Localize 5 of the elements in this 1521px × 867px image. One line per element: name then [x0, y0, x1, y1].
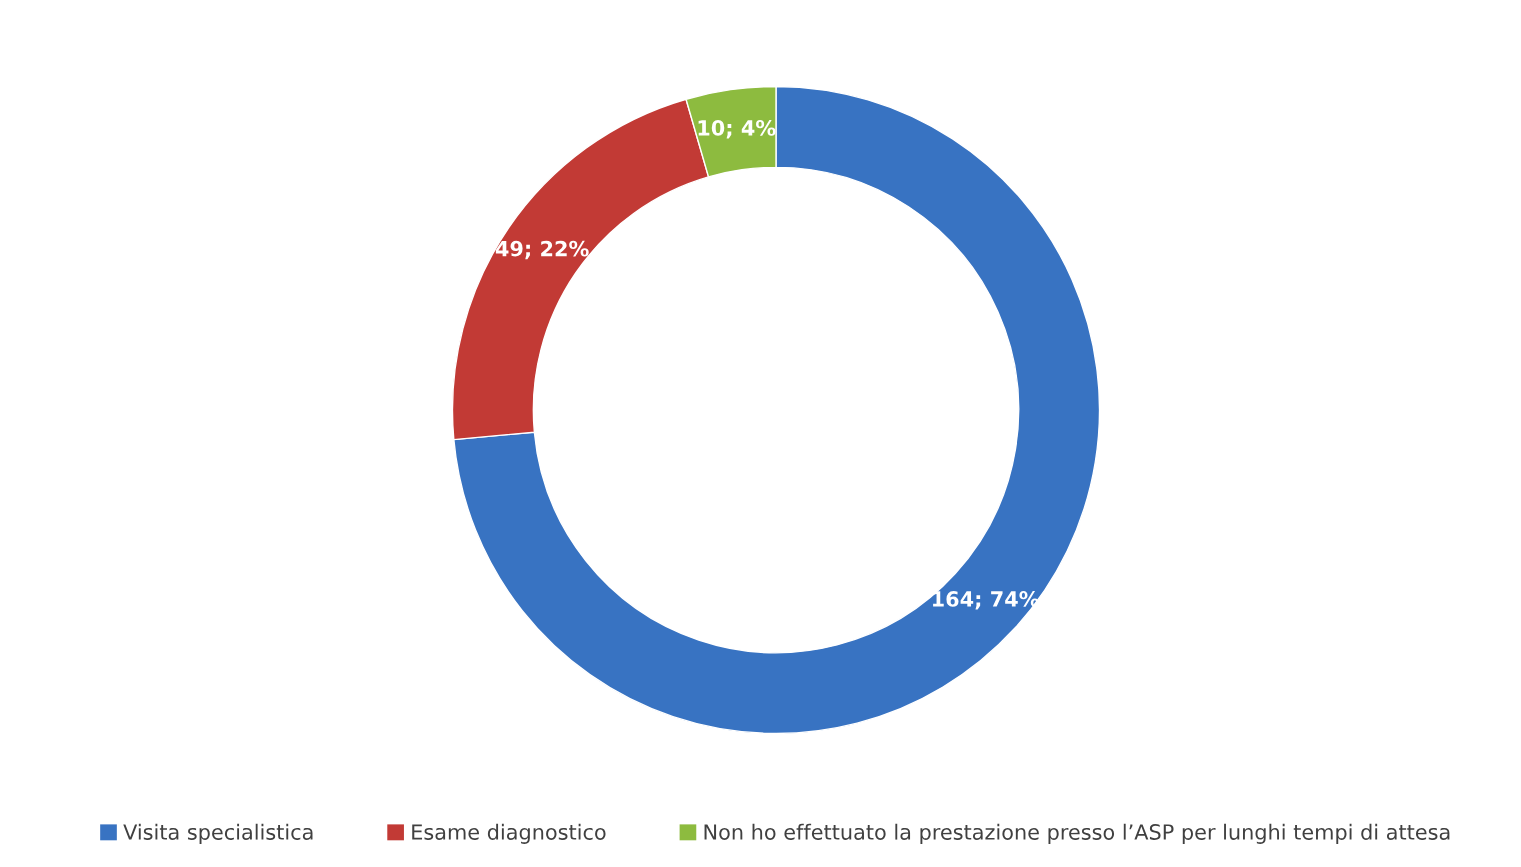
donut-slice — [453, 85, 1101, 735]
legend-label: Esame diagnostico — [412, 823, 606, 844]
legend-label: Non ho effettuato la prestazione presso l’ASP per lunghi tempi di attesa — [704, 823, 1450, 844]
data-label: 49; 22% — [495, 240, 589, 260]
legend-label: Visita specialistica — [123, 823, 313, 844]
